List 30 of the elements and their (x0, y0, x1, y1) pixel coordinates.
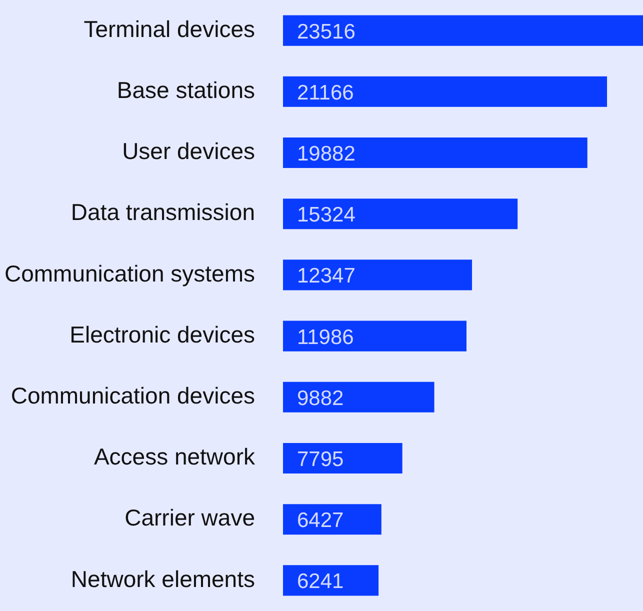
data-label: 23516 (297, 20, 356, 44)
data-label: 15324 (297, 204, 356, 227)
y-tick-label: User devices (122, 138, 255, 164)
bar (283, 565, 379, 596)
data-label: 19882 (297, 142, 356, 166)
bar (283, 76, 608, 107)
y-tick-label: Electronic devices (70, 321, 255, 348)
y-tick-label: Access network (94, 444, 256, 470)
y-tick-label: Carrier wave (124, 504, 255, 531)
data-label: 6241 (297, 570, 344, 594)
data-label: 9882 (297, 386, 344, 410)
bar (283, 504, 382, 535)
data-label: 6427 (297, 509, 344, 532)
data-label: 7795 (297, 448, 344, 472)
bar (283, 198, 518, 230)
y-tick-label: Data transmission (70, 199, 255, 226)
bar (283, 320, 466, 352)
bar (283, 382, 434, 412)
bar (283, 442, 402, 474)
data-label: 11986 (297, 326, 354, 349)
y-tick-label: Communication systems (4, 260, 255, 286)
bar (283, 15, 643, 46)
data-label: 12347 (297, 264, 356, 288)
y-tick-label: Base stations (116, 76, 255, 103)
bar (283, 137, 588, 168)
data-label: 21166 (297, 81, 354, 104)
bar (283, 260, 472, 290)
y-tick-label: Communication devices (10, 382, 255, 408)
y-tick-label: Terminal devices (84, 16, 255, 42)
y-tick-label: Network elements (70, 566, 255, 592)
